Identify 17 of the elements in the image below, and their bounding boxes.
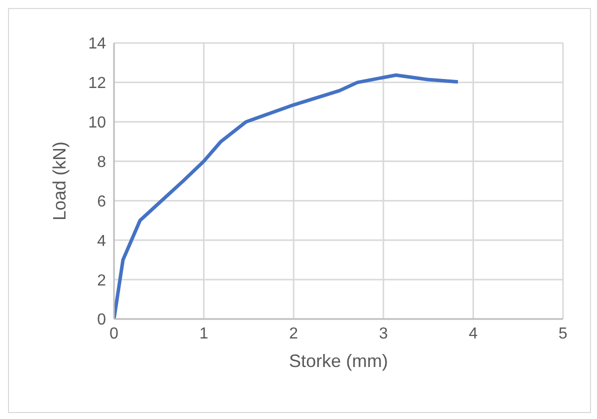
x-tick-label: 0 bbox=[110, 325, 119, 342]
x-tick-label: 1 bbox=[199, 325, 208, 342]
x-tick-label: 4 bbox=[468, 325, 478, 342]
y-tick-label: 10 bbox=[88, 114, 106, 132]
y-tick-label: 2 bbox=[97, 272, 106, 290]
y-tick-label: 8 bbox=[97, 154, 106, 171]
y-tick-label: 6 bbox=[97, 193, 106, 210]
x-axis-title: Storke (mm) bbox=[289, 351, 388, 371]
y-tick-label: 12 bbox=[88, 75, 106, 92]
y-tick-label: 4 bbox=[97, 232, 106, 250]
line-series bbox=[114, 73, 460, 319]
x-tick-label: 3 bbox=[378, 325, 388, 342]
y-tick-label: 14 bbox=[88, 36, 106, 53]
y-axis-title: Load (kN) bbox=[49, 141, 70, 221]
x-tick-label: 2 bbox=[289, 325, 298, 342]
y-tick-label: 0 bbox=[97, 312, 106, 329]
x-tick-label: 5 bbox=[558, 325, 568, 342]
